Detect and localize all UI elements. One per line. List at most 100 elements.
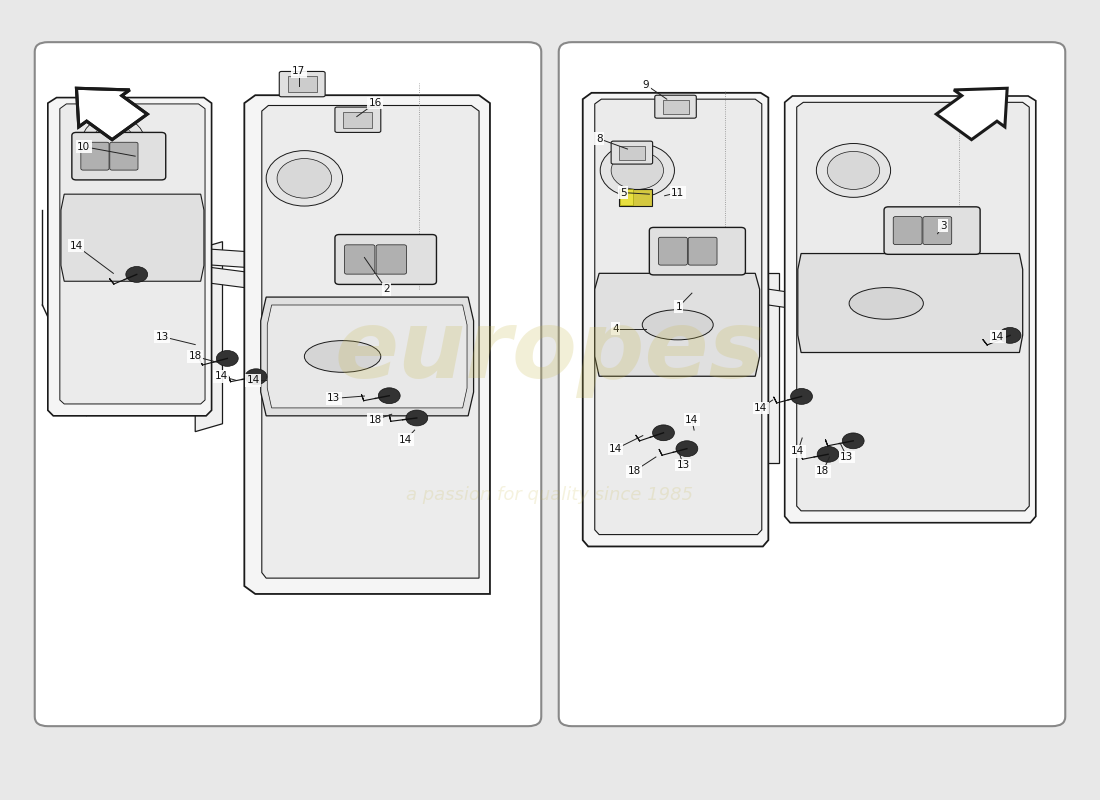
Circle shape xyxy=(817,446,839,462)
Bar xyxy=(619,189,651,206)
Text: 18: 18 xyxy=(188,351,201,362)
Circle shape xyxy=(125,266,147,282)
FancyBboxPatch shape xyxy=(689,238,717,265)
Text: 14: 14 xyxy=(609,444,623,454)
Text: 8: 8 xyxy=(596,134,603,144)
Bar xyxy=(620,190,632,206)
Polygon shape xyxy=(102,242,332,274)
FancyBboxPatch shape xyxy=(344,245,375,274)
Polygon shape xyxy=(195,266,441,313)
Polygon shape xyxy=(583,93,768,546)
FancyBboxPatch shape xyxy=(659,238,688,265)
Text: 18: 18 xyxy=(368,414,382,425)
FancyBboxPatch shape xyxy=(35,42,541,726)
Text: 16: 16 xyxy=(368,98,382,108)
Polygon shape xyxy=(610,242,768,274)
Circle shape xyxy=(843,433,865,449)
Polygon shape xyxy=(244,95,490,594)
Bar xyxy=(619,146,645,159)
FancyBboxPatch shape xyxy=(334,234,437,285)
Text: 2: 2 xyxy=(383,284,389,294)
Bar xyxy=(343,112,373,127)
Polygon shape xyxy=(861,305,889,479)
Text: 3: 3 xyxy=(939,221,946,231)
Polygon shape xyxy=(195,242,222,432)
FancyBboxPatch shape xyxy=(612,141,652,164)
Bar xyxy=(288,76,317,92)
FancyBboxPatch shape xyxy=(923,217,952,245)
Circle shape xyxy=(378,388,400,404)
Circle shape xyxy=(217,350,239,366)
Polygon shape xyxy=(784,96,1036,522)
Text: 14: 14 xyxy=(791,446,804,457)
Text: 14: 14 xyxy=(685,414,698,425)
Circle shape xyxy=(816,143,891,198)
FancyBboxPatch shape xyxy=(893,217,922,245)
Polygon shape xyxy=(595,274,760,376)
FancyBboxPatch shape xyxy=(654,95,696,118)
Polygon shape xyxy=(261,297,474,416)
FancyBboxPatch shape xyxy=(110,142,138,170)
Text: 13: 13 xyxy=(840,452,854,462)
Circle shape xyxy=(245,369,267,385)
Circle shape xyxy=(266,150,342,206)
Text: 11: 11 xyxy=(671,187,684,198)
Circle shape xyxy=(652,425,674,441)
Polygon shape xyxy=(59,104,205,404)
Polygon shape xyxy=(752,274,779,463)
Circle shape xyxy=(94,125,133,153)
Bar xyxy=(662,100,689,114)
Text: 14: 14 xyxy=(991,332,1004,342)
Text: 14: 14 xyxy=(214,371,228,382)
Circle shape xyxy=(277,158,332,198)
Text: 18: 18 xyxy=(816,466,829,476)
Circle shape xyxy=(999,327,1021,343)
Text: 13: 13 xyxy=(327,394,341,403)
Text: 9: 9 xyxy=(642,80,649,90)
Polygon shape xyxy=(76,88,147,140)
Text: 13: 13 xyxy=(156,332,169,342)
Ellipse shape xyxy=(642,310,713,340)
Polygon shape xyxy=(798,254,1023,353)
Polygon shape xyxy=(936,88,1008,140)
Circle shape xyxy=(791,389,813,404)
Polygon shape xyxy=(595,99,762,534)
Polygon shape xyxy=(47,98,211,416)
FancyBboxPatch shape xyxy=(376,245,406,274)
Polygon shape xyxy=(64,226,200,242)
FancyBboxPatch shape xyxy=(884,207,980,254)
Polygon shape xyxy=(659,274,878,321)
FancyBboxPatch shape xyxy=(334,107,381,133)
Polygon shape xyxy=(631,242,659,447)
Ellipse shape xyxy=(305,341,381,372)
Polygon shape xyxy=(267,305,468,408)
Text: 14: 14 xyxy=(69,241,82,250)
Text: a passion for quality since 1985: a passion for quality since 1985 xyxy=(406,486,694,504)
FancyBboxPatch shape xyxy=(72,133,166,180)
Polygon shape xyxy=(86,226,108,416)
Text: 14: 14 xyxy=(399,434,412,445)
Circle shape xyxy=(601,143,674,198)
Circle shape xyxy=(82,117,144,161)
Circle shape xyxy=(827,151,880,190)
FancyBboxPatch shape xyxy=(80,142,109,170)
Text: 17: 17 xyxy=(293,66,306,77)
Polygon shape xyxy=(796,102,1030,511)
Text: 10: 10 xyxy=(77,142,90,152)
Polygon shape xyxy=(316,258,342,447)
Text: 4: 4 xyxy=(613,324,619,334)
Text: 5: 5 xyxy=(619,187,627,198)
Circle shape xyxy=(612,151,663,190)
Text: 13: 13 xyxy=(676,460,690,470)
Text: 18: 18 xyxy=(627,466,640,476)
Ellipse shape xyxy=(849,287,923,319)
Circle shape xyxy=(406,410,428,426)
Polygon shape xyxy=(262,106,478,578)
FancyBboxPatch shape xyxy=(559,42,1065,726)
Circle shape xyxy=(676,441,697,457)
FancyBboxPatch shape xyxy=(649,227,746,275)
Text: 1: 1 xyxy=(675,302,682,311)
FancyBboxPatch shape xyxy=(279,71,326,97)
Text: europes: europes xyxy=(334,306,766,398)
Text: 14: 14 xyxy=(246,375,260,386)
